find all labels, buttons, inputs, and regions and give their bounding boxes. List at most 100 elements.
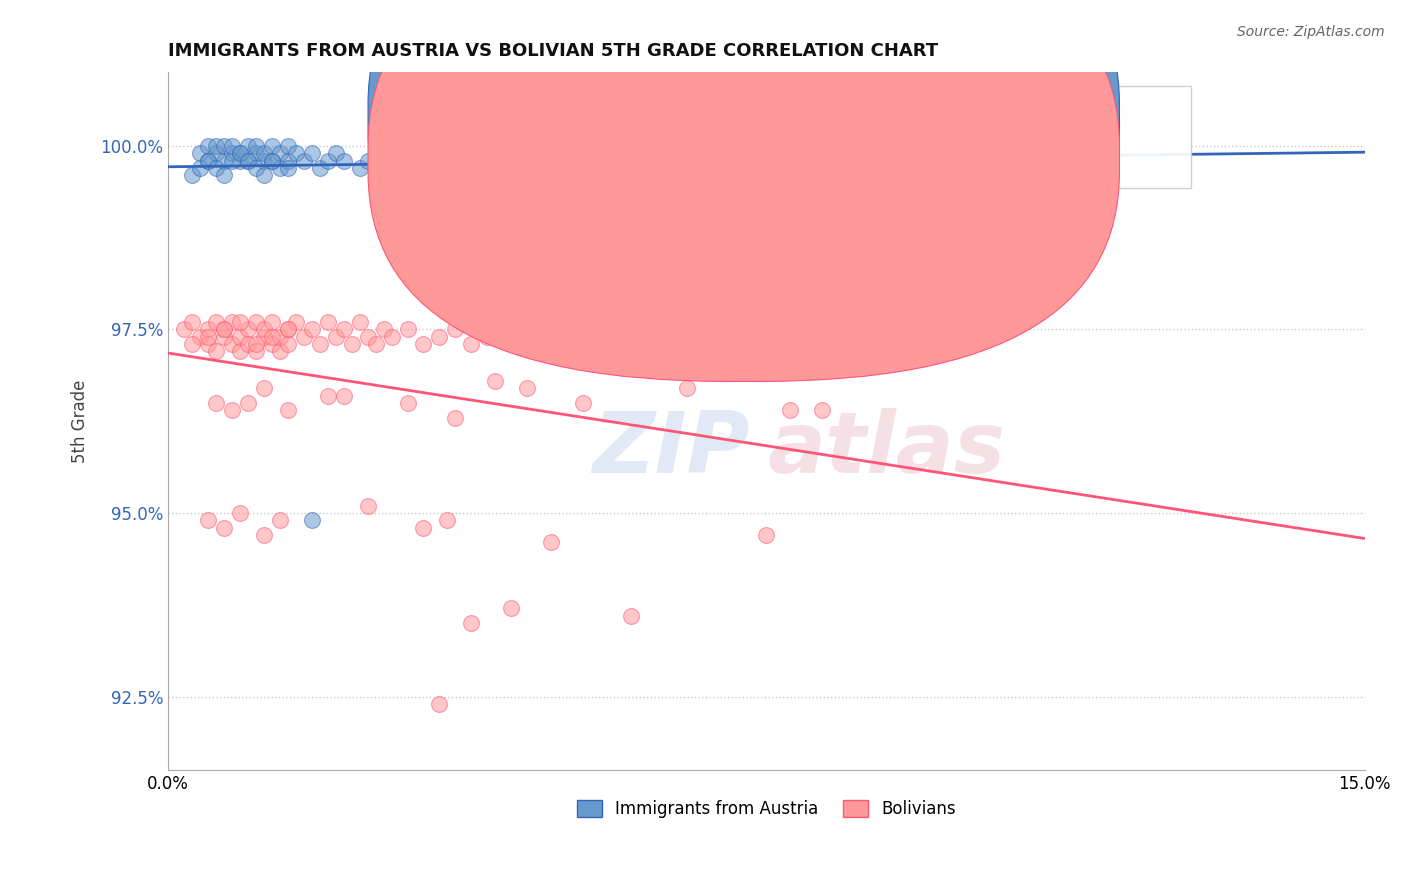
Point	[716, 330, 738, 344]
Point	[412, 337, 434, 351]
Point	[292, 330, 315, 344]
Point	[269, 344, 291, 359]
Point	[460, 337, 482, 351]
Point	[380, 330, 402, 344]
Point	[356, 330, 378, 344]
Text: ZIP: ZIP	[592, 408, 749, 491]
Point	[292, 153, 315, 168]
Point	[620, 608, 643, 623]
Point	[364, 153, 387, 168]
Point	[501, 601, 523, 615]
Point	[444, 322, 467, 336]
Point	[221, 337, 243, 351]
Point	[173, 322, 195, 336]
Text: R = -0.043   N = 86: R = -0.043 N = 86	[775, 149, 938, 167]
Point	[269, 513, 291, 527]
Point	[188, 330, 211, 344]
Point	[484, 374, 506, 388]
Point	[229, 330, 252, 344]
Point	[212, 322, 235, 336]
Point	[596, 322, 619, 336]
Point	[229, 315, 252, 329]
Point	[436, 513, 458, 527]
FancyBboxPatch shape	[368, 0, 1119, 382]
Point	[205, 139, 228, 153]
Point	[308, 161, 330, 175]
Point	[205, 396, 228, 410]
Y-axis label: 5th Grade: 5th Grade	[72, 379, 89, 463]
Point	[221, 146, 243, 161]
Point	[755, 528, 778, 542]
Point	[301, 146, 323, 161]
Point	[221, 153, 243, 168]
Point	[253, 168, 276, 182]
Point	[197, 513, 219, 527]
Point	[221, 139, 243, 153]
Point	[429, 330, 451, 344]
Point	[325, 146, 347, 161]
Point	[205, 344, 228, 359]
Text: IMMIGRANTS FROM AUSTRIA VS BOLIVIAN 5TH GRADE CORRELATION CHART: IMMIGRANTS FROM AUSTRIA VS BOLIVIAN 5TH …	[169, 42, 938, 60]
Point	[197, 330, 219, 344]
Point	[716, 146, 738, 161]
Point	[412, 521, 434, 535]
Point	[477, 330, 499, 344]
Point	[284, 315, 307, 329]
Point	[253, 381, 276, 395]
Point	[994, 124, 1017, 138]
Point	[636, 153, 658, 168]
Point	[229, 146, 252, 161]
Point	[356, 153, 378, 168]
Point	[236, 153, 259, 168]
Point	[212, 168, 235, 182]
Point	[316, 153, 339, 168]
Point	[236, 153, 259, 168]
Point	[572, 396, 595, 410]
Point	[340, 337, 363, 351]
Point	[181, 337, 204, 351]
Point	[277, 153, 299, 168]
Point	[269, 330, 291, 344]
Point	[284, 146, 307, 161]
Point	[636, 337, 658, 351]
Point	[396, 153, 419, 168]
Point	[779, 403, 801, 417]
Point	[197, 153, 219, 168]
Point	[555, 153, 578, 168]
Text: R =  0.329   N = 59: R = 0.329 N = 59	[775, 107, 938, 126]
Point	[188, 161, 211, 175]
Point	[412, 161, 434, 175]
Point	[221, 315, 243, 329]
Point	[596, 161, 619, 175]
Point	[205, 315, 228, 329]
Point	[277, 403, 299, 417]
Point	[245, 139, 267, 153]
Point	[811, 403, 834, 417]
Point	[212, 139, 235, 153]
Point	[332, 388, 354, 402]
FancyBboxPatch shape	[368, 0, 1119, 340]
Point	[277, 322, 299, 336]
Point	[429, 697, 451, 711]
Point	[356, 499, 378, 513]
Text: atlas: atlas	[768, 408, 1005, 491]
Point	[221, 403, 243, 417]
Point	[245, 315, 267, 329]
Point	[212, 322, 235, 336]
Point	[277, 161, 299, 175]
Point	[205, 146, 228, 161]
Point	[212, 153, 235, 168]
Point	[260, 153, 283, 168]
Point	[301, 322, 323, 336]
Point	[516, 161, 538, 175]
Point	[796, 146, 818, 161]
Point	[555, 330, 578, 344]
Point	[236, 139, 259, 153]
Point	[516, 337, 538, 351]
Point	[236, 337, 259, 351]
Point	[245, 146, 267, 161]
Point	[349, 161, 371, 175]
Point	[277, 322, 299, 336]
Point	[253, 146, 276, 161]
Point	[260, 330, 283, 344]
